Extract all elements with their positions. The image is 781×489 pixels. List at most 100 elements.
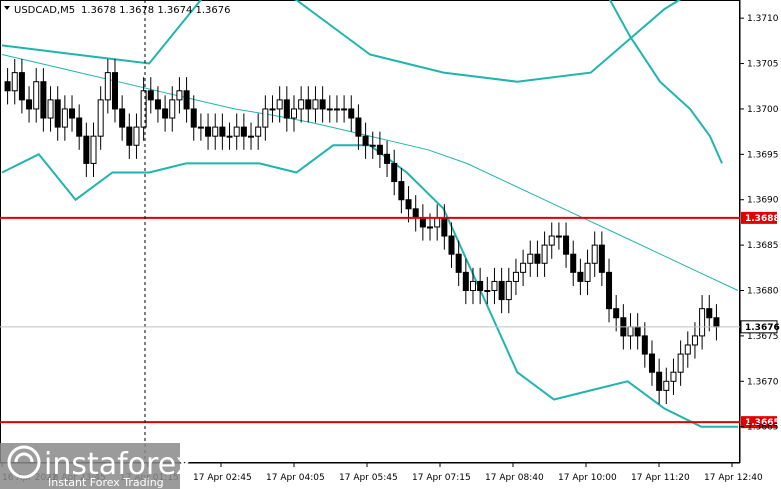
candle-body	[226, 135, 233, 138]
price-axis: 1.3710 1.3705 1.3700 1.3695 1.3690 1.3685 1.36…	[740, 14, 779, 433]
candle-body	[104, 72, 111, 101]
candle-body	[69, 108, 76, 119]
watermark-background	[0, 443, 180, 489]
level-price-box	[741, 416, 777, 429]
candle-body	[563, 235, 570, 255]
candle-body	[613, 308, 620, 319]
candle-body	[176, 90, 183, 101]
candle-body	[205, 126, 212, 137]
candle-body	[312, 99, 319, 110]
dropdown-triangle-icon[interactable]	[4, 6, 10, 10]
candle-body	[405, 199, 412, 210]
candle-body	[348, 108, 355, 119]
candle-body	[283, 99, 290, 119]
candle-body	[212, 126, 219, 137]
y-tick-label: 1.3680	[747, 287, 779, 297]
candle-body	[512, 271, 519, 282]
candle-body	[305, 99, 312, 110]
candle-body	[341, 108, 348, 111]
instaforex-watermark: instaforex Instant Forex Trading	[0, 443, 193, 489]
candle-body	[183, 90, 190, 110]
candle-body	[398, 181, 405, 201]
current-price-box	[740, 320, 778, 334]
candle-body	[119, 108, 126, 128]
candle-body	[419, 217, 426, 228]
candle-body	[83, 135, 90, 164]
candle-body	[591, 244, 598, 264]
candle-body	[355, 117, 362, 137]
candle-body	[47, 99, 54, 119]
y-tick-label: 1.3670	[747, 377, 779, 387]
candle-body	[240, 126, 247, 137]
candle-body	[441, 217, 448, 237]
candle-body	[298, 99, 305, 110]
candle-body	[598, 244, 605, 273]
y-tick-label: 1.3695	[747, 150, 779, 160]
candle-body	[684, 344, 691, 355]
candle-body	[448, 235, 455, 255]
candle-body	[648, 353, 655, 373]
candle-body	[384, 153, 391, 164]
chart-header: USDCAD,M5 1.3678 1.3678 1.3674 1.3676	[4, 5, 231, 16]
candle-body	[663, 380, 670, 391]
candle-body	[627, 326, 634, 337]
candle-body	[570, 253, 577, 273]
candle-body	[391, 162, 398, 183]
candle-body	[97, 99, 104, 137]
candle-body	[140, 90, 147, 128]
candle-body	[491, 280, 498, 292]
plot-area[interactable]	[0, 0, 740, 463]
x-tick-label: 17 Apr 05:45	[339, 473, 398, 483]
x-tick-label: 17 Apr 11:20	[631, 473, 690, 483]
candle-body	[577, 271, 584, 282]
candle-body	[670, 371, 677, 382]
x-tick-label: 17 Apr 08:40	[485, 473, 544, 483]
y-tick-label: 1.3700	[747, 105, 779, 115]
candle-body	[677, 353, 684, 373]
x-tick-label: 17 Apr 02:45	[193, 473, 252, 483]
x-tick-label: 17 Apr 04:05	[266, 473, 325, 483]
logo-arc	[14, 452, 34, 463]
candle-body	[126, 126, 133, 146]
watermark-brand: instaforex	[44, 447, 193, 482]
candle-body	[276, 99, 283, 110]
candle-body	[555, 235, 562, 238]
candle-body	[691, 335, 698, 346]
candle-body	[26, 99, 33, 110]
candle-body	[505, 280, 512, 301]
candle-body	[33, 81, 40, 110]
candle-body	[584, 262, 591, 282]
candle-body	[606, 271, 613, 310]
candle-body	[290, 108, 297, 119]
candle-body	[634, 326, 641, 337]
candle-body	[477, 280, 484, 292]
candle-body	[76, 117, 83, 137]
symbol-timeframe: USDCAD,M5	[14, 5, 75, 16]
candle-body	[455, 253, 462, 273]
candle-body	[197, 126, 204, 129]
y-tick-label: 1.3685	[747, 241, 779, 251]
candle-body	[133, 126, 140, 146]
candle-body	[548, 235, 555, 246]
candle-body	[61, 108, 68, 128]
candle-body	[541, 244, 548, 264]
candle-body	[255, 126, 262, 137]
candle-body	[534, 253, 541, 264]
current-price-label: 1.3676	[745, 323, 780, 333]
candle-body	[219, 126, 226, 137]
candle-body	[713, 317, 720, 328]
candle-body	[154, 99, 161, 110]
instaforex-logo-icon	[7, 445, 41, 479]
ma-line	[1, 54, 739, 291]
level-price-label: 1.3665	[745, 418, 780, 428]
candle-body	[248, 135, 255, 138]
candle-body	[111, 72, 118, 110]
upper-band-left	[1, 0, 682, 83]
x-tick-label: 17 Apr 07:15	[412, 473, 471, 483]
candle-body	[412, 208, 419, 219]
y-tick-label: 1.3675	[747, 332, 779, 342]
candle-body	[319, 99, 326, 110]
candle-body	[469, 280, 476, 292]
